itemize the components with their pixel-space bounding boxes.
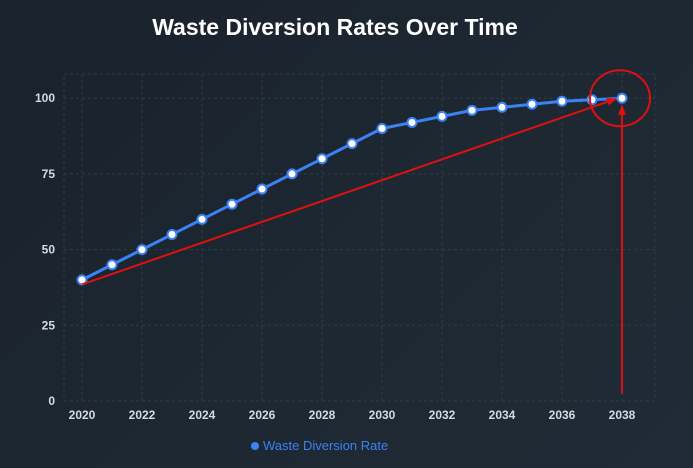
data-point	[256, 183, 268, 195]
data-point	[106, 259, 118, 271]
x-tick-label: 2034	[489, 408, 516, 422]
x-tick-label: 2038	[609, 408, 636, 422]
data-point	[316, 153, 328, 165]
x-tick-label: 2030	[369, 408, 396, 422]
y-tick-label: 75	[42, 167, 56, 181]
legend-label: Waste Diversion Rate	[263, 438, 389, 453]
y-tick-label: 0	[48, 394, 55, 408]
x-tick-label: 2024	[189, 408, 216, 422]
data-point	[436, 110, 448, 122]
data-point	[496, 101, 508, 113]
data-point	[466, 104, 478, 116]
y-tick-label: 50	[42, 243, 56, 257]
x-tick-label: 2036	[549, 408, 576, 422]
data-point	[616, 92, 628, 104]
x-tick-label: 2028	[309, 408, 336, 422]
plot-frame	[63, 73, 656, 402]
data-point	[526, 98, 538, 110]
data-point	[376, 123, 388, 134]
y-tick-label: 25	[42, 318, 56, 332]
data-point	[406, 116, 418, 128]
annotation-arrow	[81, 97, 617, 286]
grid-layer	[63, 73, 656, 402]
legend[interactable]: Waste Diversion Rate	[251, 438, 388, 453]
annotation-layer	[81, 69, 651, 394]
axis-layer: 0 25 50 75 100 2020 2022 2024 2026 2028 2030 2032 20…	[35, 91, 636, 422]
chart-title: Waste Diversion Rates Over Time	[152, 14, 518, 40]
data-point	[586, 94, 598, 106]
x-tick-label: 2026	[249, 408, 276, 422]
x-tick-label: 2022	[129, 408, 156, 422]
data-point	[196, 213, 208, 225]
data-point	[166, 228, 178, 240]
data-point	[136, 244, 148, 256]
data-point	[556, 95, 568, 107]
data-point	[226, 198, 238, 210]
annotation-circle	[589, 69, 651, 128]
legend-marker	[251, 441, 259, 450]
x-tick-label: 2020	[69, 408, 96, 422]
x-tick-label: 2032	[429, 408, 456, 422]
series-layer	[76, 92, 628, 286]
data-point	[286, 168, 298, 180]
y-tick-label: 100	[35, 91, 55, 105]
data-point	[346, 138, 358, 150]
